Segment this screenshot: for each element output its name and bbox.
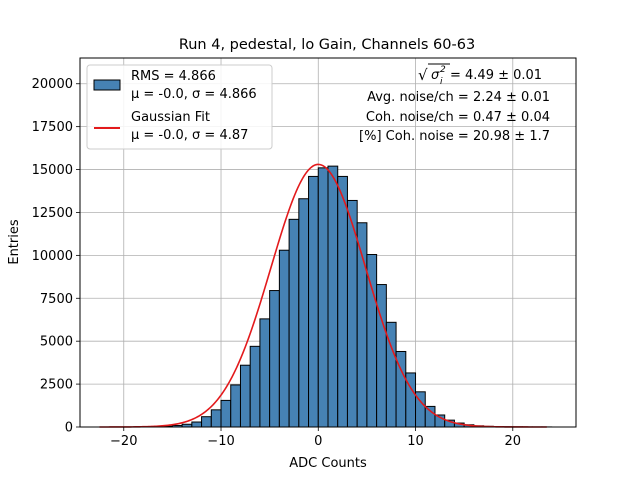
sigma-superscript: 2 [440, 65, 446, 75]
histogram-bar [424, 405, 436, 428]
sigma-subscript: i [440, 77, 443, 87]
histogram-bar [210, 409, 222, 428]
histogram-bar [376, 284, 387, 428]
histogram-bar [220, 399, 232, 428]
x-axis-ticks: −20 −10 0 10 20 [110, 427, 521, 449]
chart-title: Run 4, pedestal, lo Gain, Channels 60-63 [179, 37, 475, 53]
y-tick-label: 12500 [32, 206, 73, 221]
histogram-bar [278, 249, 290, 428]
y-tick-label: 5000 [40, 335, 73, 350]
legend-label-fit-stats: μ = -0.0, σ = 4.87 [131, 128, 248, 143]
legend-box [86, 64, 273, 150]
histogram-bar [201, 416, 212, 428]
y-tick-label: 0 [65, 421, 73, 436]
histogram-bar [317, 167, 329, 428]
histogram-bar [308, 175, 319, 428]
y-axis-ticks: 0 2500 5000 7500 10000 12500 15000 17500 20000 [32, 77, 80, 436]
histogram-bar [337, 175, 348, 428]
sqrt-value: = 4.49 ± 0.01 [450, 68, 542, 83]
annotation-sqrt-sigma: √ σ 2 i = 4.49 ± 0.01 [418, 63, 542, 87]
annotation-avg-noise: Avg. noise/ch = 2.24 ± 0.01 [367, 90, 550, 105]
y-tick-label: 17500 [32, 120, 73, 135]
histogram-bar [191, 421, 203, 428]
x-tick-label: −20 [110, 434, 137, 449]
y-tick-label: 7500 [40, 292, 73, 307]
sigma-symbol: σ [431, 68, 440, 83]
x-axis-label: ADC Counts [289, 456, 367, 471]
y-axis-label: Entries [7, 219, 22, 265]
x-tick-label: 20 [505, 434, 522, 449]
histogram-bar [249, 345, 261, 428]
x-tick-label: 10 [407, 434, 424, 449]
y-tick-label: 15000 [32, 163, 73, 178]
histogram-bar [327, 165, 339, 428]
noise-annotations: √ σ 2 i = 4.49 ± 0.01 Avg. noise/ch = 2.… [359, 63, 550, 144]
annotation-coh-noise: Coh. noise/ch = 0.47 ± 0.04 [366, 110, 550, 125]
plot-frame [79, 57, 577, 428]
x-tick-label: −10 [207, 434, 234, 449]
legend-label-fit: Gaussian Fit [131, 110, 210, 125]
histogram-bar [366, 254, 378, 428]
y-tick-label: 10000 [32, 249, 73, 264]
annotation-pct-coh-noise: [%] Coh. noise = 20.98 ± 1.7 [359, 129, 550, 144]
gaussian-fit-curve [99, 163, 547, 428]
legend: RMS = 4.866 μ = -0.0, σ = 4.866 Gaussian… [86, 64, 273, 150]
legend-label-rms: RMS = 4.866 [131, 69, 216, 84]
histogram-bars [132, 165, 553, 428]
histogram-bar [259, 318, 271, 428]
sqrt-symbol: √ [418, 66, 428, 84]
legend-swatch-histogram [93, 79, 121, 91]
y-tick-label: 20000 [32, 77, 73, 92]
legend-label-rms-stats: μ = -0.0, σ = 4.866 [131, 87, 257, 102]
histogram-bar [269, 290, 280, 428]
y-tick-label: 2500 [40, 378, 73, 393]
histogram-bar [239, 364, 251, 428]
histogram-bar [230, 384, 241, 428]
x-tick-label: 0 [314, 434, 322, 449]
histogram-bar [288, 218, 300, 428]
histogram-bar [298, 198, 310, 428]
